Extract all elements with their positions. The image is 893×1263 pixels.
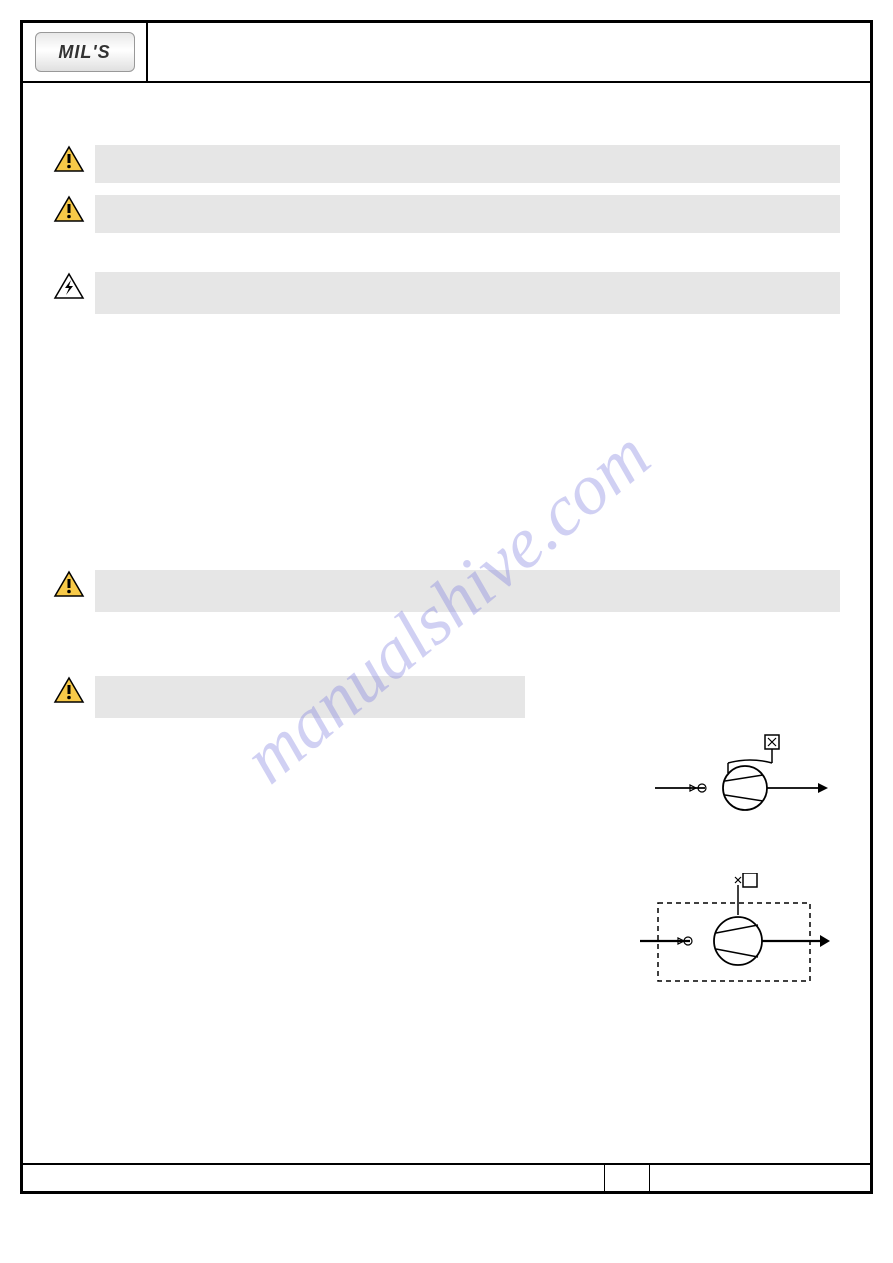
warning-triangle-icon bbox=[53, 145, 85, 173]
footer bbox=[23, 1163, 870, 1191]
warning-5-text bbox=[95, 676, 525, 718]
logo-cell: MIL'S bbox=[23, 23, 148, 81]
warning-1 bbox=[53, 145, 840, 183]
schematic-diagram-2 bbox=[640, 873, 830, 993]
footer-right bbox=[650, 1165, 870, 1191]
warning-5 bbox=[53, 676, 840, 718]
footer-left bbox=[23, 1165, 605, 1191]
warning-triangle-icon bbox=[53, 195, 85, 223]
warning-3 bbox=[53, 272, 840, 314]
header-title bbox=[148, 23, 870, 81]
warning-2 bbox=[53, 195, 840, 233]
warning-triangle-icon bbox=[53, 570, 85, 598]
header: MIL'S bbox=[23, 23, 870, 83]
page-frame: manualshive.com MIL'S bbox=[20, 20, 873, 1194]
content bbox=[23, 83, 870, 1163]
mils-logo: MIL'S bbox=[35, 32, 135, 72]
footer-mid bbox=[605, 1165, 650, 1191]
warning-4 bbox=[53, 570, 840, 612]
schematic-diagram-1 bbox=[650, 733, 830, 823]
warning-1-text bbox=[95, 145, 840, 183]
warning-3-text bbox=[95, 272, 840, 314]
electric-hazard-icon bbox=[53, 272, 85, 300]
warning-2-text bbox=[95, 195, 840, 233]
warning-triangle-icon bbox=[53, 676, 85, 704]
warning-4-text bbox=[95, 570, 840, 612]
